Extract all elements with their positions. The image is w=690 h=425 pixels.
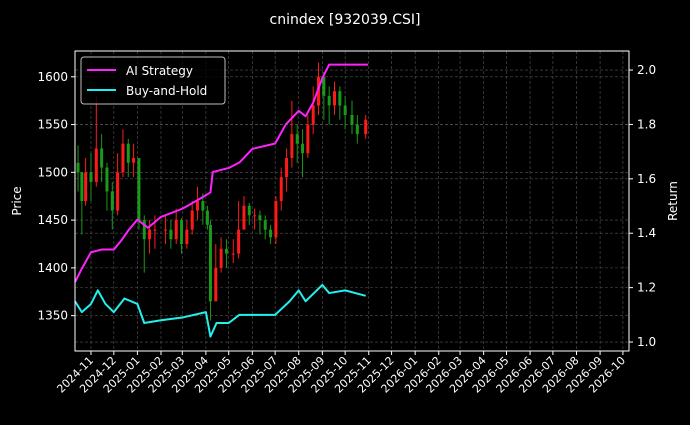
y2-axis-label: Return — [666, 181, 680, 221]
candle-body — [343, 105, 347, 116]
y-tick-label: 1500 — [37, 165, 68, 179]
legend-label-ai-strategy: AI Strategy — [126, 64, 193, 78]
candle-body — [89, 172, 93, 182]
candle-body — [253, 215, 257, 217]
ai-strategy-line — [74, 63, 368, 283]
buy-and-hold-line — [74, 283, 366, 338]
candle-body — [196, 201, 200, 211]
candle-body — [180, 220, 184, 244]
candle-body — [338, 91, 342, 106]
candlesticks — [76, 62, 368, 321]
candle-body — [279, 177, 283, 201]
candle-body — [116, 172, 120, 211]
candle-body — [332, 91, 336, 106]
y2-tick-label: 1.4 — [637, 226, 656, 240]
candle-body — [76, 162, 80, 173]
y2-tick-label: 1.8 — [637, 117, 656, 131]
y-tick-label: 1550 — [37, 118, 68, 132]
candle-body — [364, 119, 368, 135]
candle-body — [142, 220, 146, 240]
candle-body — [219, 248, 223, 268]
candle-body — [137, 158, 141, 221]
candle-body — [80, 172, 84, 201]
candle-body — [132, 158, 136, 163]
candle-body — [285, 158, 289, 178]
candle-body — [153, 229, 157, 231]
candle-body — [263, 220, 267, 230]
candle-body — [237, 229, 241, 254]
candle-body — [205, 210, 209, 225]
candle-body — [201, 201, 205, 211]
candle-body — [100, 148, 104, 168]
candle-body — [258, 215, 262, 221]
candle-body — [126, 143, 130, 163]
candle-body — [322, 76, 326, 96]
y-tick-label: 1600 — [37, 70, 68, 84]
candle-body — [355, 124, 359, 135]
y2-tick-label: 2.0 — [637, 63, 656, 77]
candle-body — [190, 210, 194, 230]
legend: AI Strategy Buy-and-Hold — [80, 56, 226, 105]
candle-body — [311, 105, 315, 125]
candle-body — [295, 134, 299, 144]
candle-body — [306, 124, 310, 154]
candle-body — [350, 115, 354, 125]
legend-label-buy-and-hold: Buy-and-Hold — [126, 84, 207, 98]
y2-tick-label: 1.2 — [637, 281, 656, 295]
y-tick-label: 1400 — [37, 261, 68, 275]
candle-body — [148, 229, 152, 240]
candle-body — [231, 253, 235, 255]
candle-body — [94, 148, 98, 182]
candle-body — [247, 205, 251, 216]
candle-body — [164, 229, 168, 231]
y-axis-label: Price — [10, 186, 24, 215]
series-lines — [74, 63, 368, 338]
candle-body — [327, 95, 331, 106]
candle-body — [105, 167, 109, 192]
chart-title: cnindex [932039.CSI] — [270, 12, 421, 28]
candle-body — [269, 229, 273, 238]
y2-tick-label: 1.0 — [637, 335, 656, 349]
candle-body — [290, 134, 294, 159]
candle-body — [84, 172, 88, 201]
candle-body — [169, 229, 173, 240]
plot-frame — [74, 50, 630, 352]
candle-body — [185, 229, 189, 244]
y-tick-label: 1450 — [37, 213, 68, 227]
candle-body — [121, 143, 125, 173]
y2-tick-label: 1.6 — [637, 172, 656, 186]
candle-body — [301, 143, 305, 154]
candle-body — [242, 205, 246, 230]
candle-body — [110, 191, 114, 211]
candle-body — [214, 267, 218, 302]
y-tick-label: 1350 — [37, 309, 68, 323]
candle-body — [208, 224, 212, 302]
candle-body — [224, 248, 228, 254]
candle-body — [274, 201, 278, 238]
candle-body — [174, 220, 178, 240]
